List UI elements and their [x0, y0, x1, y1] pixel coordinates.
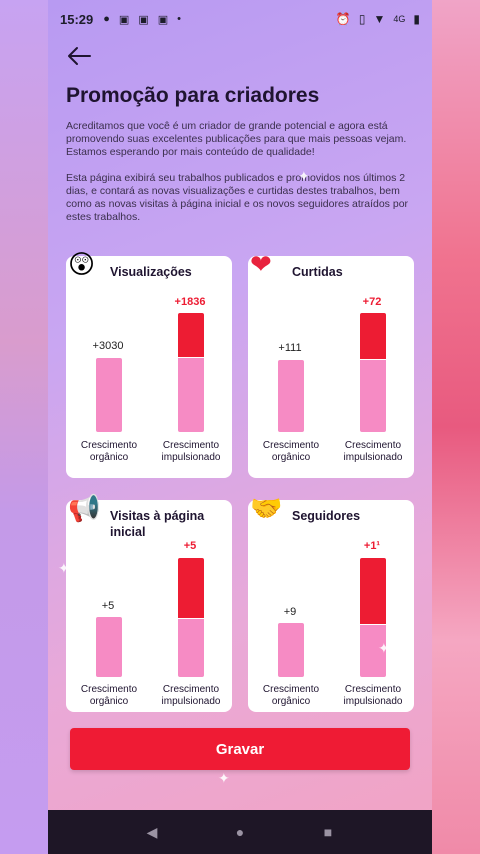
status-time: 15:29	[60, 11, 94, 27]
page-title: Promoção para criadores	[66, 84, 320, 107]
organic-label: Crescimento orgânico	[262, 684, 320, 707]
card-title: Visitas à página inicial	[110, 509, 205, 539]
app-screen: 15:29 ● ▣ ▣ ▣ • ⏰ ▯ ▼ 4G ▮ Promoção para…	[48, 0, 432, 854]
boost-base-bar	[178, 618, 204, 677]
organic-bar	[96, 617, 122, 677]
organic-value: +3030	[92, 340, 124, 352]
boost-bar	[360, 313, 386, 359]
organic-value: +9	[283, 606, 297, 618]
megaphone-icon: 📢	[68, 493, 101, 523]
sparkle-decoration: ✦	[378, 640, 390, 656]
boost-bar	[360, 558, 386, 624]
organic-label: Crescimento orgânico	[80, 440, 138, 463]
boost-base-bar	[360, 624, 386, 677]
wifi-icon: ▼	[373, 12, 386, 26]
arrow-left-icon	[68, 47, 91, 65]
boost-bar	[178, 558, 204, 618]
back-triangle-icon[interactable]: ◀	[146, 823, 158, 840]
notification-icon: ▣	[138, 13, 149, 26]
recents-square-icon[interactable]: ■	[323, 824, 333, 840]
organic-bar	[278, 623, 304, 677]
record-button[interactable]: Gravar	[70, 728, 410, 770]
organic-value: +111	[278, 342, 302, 354]
description-intro: Acreditamos que você é um criador de gra…	[66, 120, 407, 158]
boost-label: Crescimento impulsionado	[161, 440, 221, 463]
vibrate-icon: ▯	[358, 12, 366, 26]
boost-value: +72	[362, 296, 382, 308]
chat-bubble-icon: ●	[103, 13, 110, 25]
heart-icon: ❤	[250, 249, 272, 279]
card-visitas: 📢 Visitas à página inicial +5 +5 Crescim…	[66, 493, 232, 712]
organic-label: Crescimento orgânico	[262, 440, 320, 463]
card-title: Curtidas	[292, 265, 343, 279]
card-visualizacoes: 😲 Visualizações +3030 +1836 Crescimento …	[66, 249, 232, 478]
handshake-icon: 🤝	[250, 493, 283, 523]
boost-base-bar	[178, 357, 204, 432]
boost-value: +1¹	[363, 540, 381, 552]
organic-bar	[278, 360, 304, 432]
sparkle-decoration: ✦	[58, 560, 70, 576]
organic-label: Crescimento orgânico	[80, 684, 138, 707]
organic-value: +5	[101, 600, 115, 612]
signal-4g-icon: 4G	[393, 14, 406, 24]
boost-value: +1836	[174, 296, 206, 308]
background-right-panel	[432, 0, 480, 854]
description-details: Esta página exibirá seu trabalhos public…	[66, 172, 409, 223]
card-curtidas: ❤ Curtidas +111 +72 Crescimento orgânico…	[248, 249, 414, 478]
boost-label: Crescimento impulsionado	[343, 440, 403, 463]
notification-icon: ▣	[157, 13, 169, 26]
surprised-face-icon: 😲	[68, 249, 96, 279]
card-title: Visualizações	[110, 265, 192, 279]
status-right-icons: ⏰ ▯ ▼ 4G ▮	[336, 12, 420, 26]
boost-base-bar	[360, 359, 386, 432]
boost-value: +5	[183, 540, 197, 552]
notification-icon: ▣	[118, 13, 130, 26]
boost-label: Crescimento impulsionado	[161, 684, 221, 707]
card-title: Seguidores	[292, 509, 361, 523]
alarm-icon: ⏰	[335, 12, 351, 26]
dot-icon: •	[177, 13, 181, 25]
status-bar: 15:29 ● ▣ ▣ ▣ • ⏰ ▯ ▼ 4G ▮	[48, 0, 432, 38]
system-navigation-bar: ◀ ● ■	[48, 810, 432, 854]
sparkle-decoration: ✦	[298, 168, 310, 184]
card-seguidores: 🤝 Seguidores +9 +1¹ Crescimento orgânico…	[248, 493, 414, 712]
background-left-panel	[0, 0, 48, 854]
battery-icon: ▮	[413, 12, 420, 26]
sparkle-decoration: ✦	[218, 770, 230, 786]
back-button[interactable]	[64, 42, 94, 70]
organic-bar	[96, 358, 122, 432]
boost-bar	[178, 313, 204, 357]
boost-label: Crescimento impulsionado	[343, 684, 403, 707]
home-circle-icon[interactable]: ●	[235, 824, 245, 840]
